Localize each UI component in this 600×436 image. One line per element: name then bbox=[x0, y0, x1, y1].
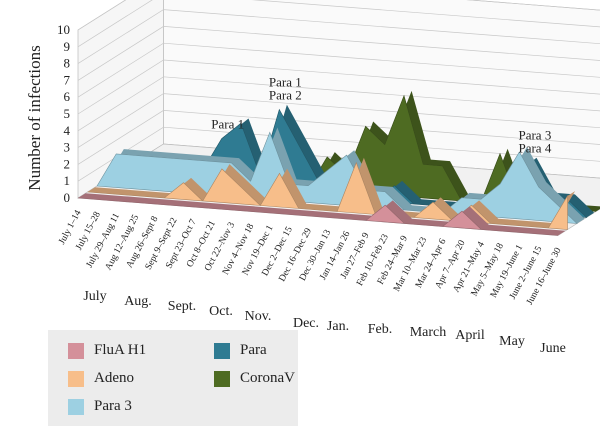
legend-item-coronav: CoronaV bbox=[214, 370, 295, 387]
gridline bbox=[77, 0, 600, 31]
gridline bbox=[77, 59, 600, 115]
gridline bbox=[77, 110, 600, 165]
legend-item-flua-h1: FluA H1 bbox=[68, 342, 146, 359]
legend-swatch-para bbox=[214, 342, 230, 359]
month-label: April bbox=[455, 328, 485, 343]
month-label: March bbox=[410, 325, 447, 340]
chart-series bbox=[77, 90, 600, 236]
series-top-flua-h1 bbox=[78, 193, 566, 236]
month-label: Aug. bbox=[124, 294, 152, 309]
series-para-3 bbox=[96, 127, 585, 224]
legend-label-coronav: CoronaV bbox=[240, 370, 295, 386]
month-label: Oct. bbox=[209, 304, 233, 319]
month-label: Dec. bbox=[293, 316, 319, 331]
gridline bbox=[77, 42, 600, 98]
y-tick-label: 3 bbox=[64, 140, 71, 155]
legend-item-para-3: Para 3 bbox=[68, 398, 132, 415]
month-label: Feb. bbox=[368, 322, 393, 337]
series-flua-h1 bbox=[77, 193, 566, 236]
y-axis-label: Number of infections bbox=[25, 45, 44, 190]
y-tick-label: 6 bbox=[64, 89, 71, 104]
series-adeno bbox=[87, 157, 576, 230]
annotation-label: Para 4 bbox=[518, 141, 551, 156]
gridline bbox=[77, 126, 600, 182]
legend-item-adeno: Adeno bbox=[68, 370, 134, 387]
month-labels: July Aug. Sept. Oct. Nov. Dec. Jan. Feb. March Ap… bbox=[83, 289, 566, 356]
legend-item-para: Para bbox=[214, 342, 267, 359]
month-label: June bbox=[540, 341, 566, 356]
month-label: Nov. bbox=[245, 309, 272, 324]
y-tick-label: 5 bbox=[64, 106, 71, 121]
y-tick-label: 0 bbox=[64, 190, 71, 205]
annotation-label: Para 3 bbox=[518, 128, 551, 143]
annotation-label: Para 1 bbox=[269, 75, 302, 90]
gridline bbox=[77, 76, 600, 132]
legend-swatch-para-3 bbox=[68, 398, 84, 415]
y-tick-label: 2 bbox=[64, 156, 71, 171]
annotation-label: Para 2 bbox=[269, 88, 302, 103]
legend-label-adeno: Adeno bbox=[94, 370, 134, 386]
y-tick-label: 10 bbox=[57, 22, 70, 37]
chart-legend: FluA H1 Adeno Para 3 Para CoronaV bbox=[48, 330, 298, 426]
y-tick-label: 8 bbox=[64, 56, 71, 71]
legend-label-para-3: Para 3 bbox=[94, 398, 132, 414]
y-tick-label: 9 bbox=[64, 39, 71, 54]
legend-label-flua-h1: FluA H1 bbox=[94, 342, 147, 358]
legend-swatch-coronav bbox=[214, 370, 230, 387]
series-area-flua-h1 bbox=[77, 197, 559, 236]
series-area-para-3 bbox=[96, 131, 578, 224]
legend-label-para: Para bbox=[240, 342, 267, 358]
legend-swatch-flua-h1 bbox=[68, 342, 84, 359]
gridline bbox=[77, 26, 600, 81]
gridline bbox=[77, 9, 600, 64]
month-label: Jan. bbox=[327, 319, 349, 334]
y-tick-label: 7 bbox=[64, 72, 71, 87]
y-tick-label: 4 bbox=[64, 123, 71, 138]
series-top-adeno bbox=[87, 157, 576, 228]
gridline bbox=[77, 0, 600, 48]
gridline bbox=[77, 93, 600, 148]
annotation-label: Para 1 bbox=[211, 117, 244, 132]
month-label: July bbox=[83, 289, 106, 304]
y-tick-label: 1 bbox=[64, 173, 71, 188]
legend-swatch-adeno bbox=[68, 370, 84, 387]
month-label: Sept. bbox=[168, 299, 196, 314]
month-label: May bbox=[499, 334, 525, 349]
series-area-adeno bbox=[87, 161, 568, 230]
